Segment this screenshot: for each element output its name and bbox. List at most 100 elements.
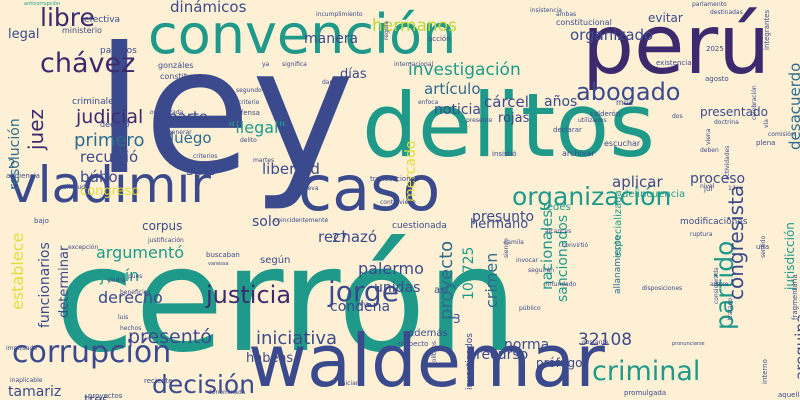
cloud-word: ley xyxy=(95,11,355,214)
cloud-word: contraviene xyxy=(380,199,416,206)
cloud-word: tratado xyxy=(727,297,734,320)
cloud-word: dinámicos xyxy=(170,0,247,16)
cloud-word: doctrina xyxy=(714,119,739,126)
cloud-word: palermo xyxy=(358,259,424,278)
cloud-word: proceso xyxy=(690,171,746,187)
cloud-word: audiencia xyxy=(6,172,40,180)
cloud-word: condena xyxy=(330,299,391,315)
cloud-word: 12 xyxy=(728,185,736,192)
cloud-word: según xyxy=(260,255,291,266)
cloud-word: años xyxy=(544,94,578,110)
cloud-word: manera xyxy=(304,31,359,47)
cloud-word: significa xyxy=(282,61,307,68)
cloud-word: presente xyxy=(466,117,493,124)
cloud-word: generar xyxy=(168,129,192,136)
cloud-word: nacionales xyxy=(538,209,556,290)
cloud-word: escuchar xyxy=(604,139,641,148)
cloud-word: abogado xyxy=(576,78,681,106)
cloud-word: dos xyxy=(672,113,683,120)
cloud-word: modificaciones xyxy=(680,217,748,227)
cloud-word: evitar xyxy=(648,11,683,25)
cloud-word: rechazó xyxy=(318,228,378,246)
cloud-word: así xyxy=(434,285,449,296)
cloud-word: actividades xyxy=(724,145,731,180)
cloud-word: comisión xyxy=(768,131,795,138)
cloud-word: constituyen xyxy=(160,72,207,81)
cloud-word: chávez xyxy=(40,48,136,79)
cloud-word: público xyxy=(519,305,541,312)
cloud-word: especializada xyxy=(613,190,624,258)
cloud-word: pronunciarse xyxy=(672,341,705,347)
cloud-word: iniciativa xyxy=(256,328,338,349)
cloud-word: infundado xyxy=(546,281,577,288)
cloud-word: integrantes xyxy=(763,9,771,50)
cloud-word: delincuencia xyxy=(622,189,686,200)
cloud-word: hermanos xyxy=(372,16,457,36)
cloud-word: prófugo xyxy=(536,356,583,370)
cloud-word: beneficios xyxy=(120,289,151,296)
cloud-word: incumplimiento xyxy=(316,11,363,18)
cloud-word: presentó xyxy=(128,326,212,348)
cloud-word: waldemar xyxy=(248,319,605,400)
cloud-word: justicia xyxy=(206,281,292,309)
cloud-word: justificación xyxy=(148,237,184,244)
cloud-word: políticos xyxy=(431,341,438,366)
cloud-word: acción xyxy=(428,35,451,43)
cloud-word: delitos xyxy=(362,74,656,177)
cloud-word: congresista xyxy=(724,184,748,300)
cloud-word: parlamento xyxy=(692,1,727,8)
cloud-word: arequipa xyxy=(792,313,800,380)
cloud-word: noticia xyxy=(434,102,481,118)
cloud-word: defensa xyxy=(232,109,260,117)
cloud-word: vanessa xyxy=(208,261,229,267)
cloud-word: podrá xyxy=(108,277,126,284)
cloud-word: declaró xyxy=(100,120,130,129)
cloud-word: recurrió xyxy=(80,148,139,166)
cloud-word: luego xyxy=(170,129,212,147)
cloud-word: búho xyxy=(80,168,118,186)
cloud-word: tres xyxy=(84,394,109,400)
cloud-word: jul xyxy=(704,185,713,193)
cloud-word: insistió xyxy=(492,150,517,158)
cloud-word: presunto xyxy=(472,209,535,225)
cloud-word: perú xyxy=(582,0,771,93)
cloud-word: criterios xyxy=(193,153,218,160)
cloud-word: 27 xyxy=(332,231,348,245)
cloud-word: solicitud xyxy=(60,184,86,191)
cloud-word: decisión xyxy=(152,370,256,399)
cloud-word: argumentó xyxy=(96,243,185,262)
cloud-word: coincidentemente xyxy=(274,217,329,224)
cloud-word: reciente xyxy=(144,377,173,385)
cloud-word: aquellas xyxy=(778,391,800,399)
cloud-word: norma xyxy=(504,337,550,353)
cloud-word: primero xyxy=(74,130,145,151)
cloud-word: nueva xyxy=(300,185,319,192)
cloud-word: criminales xyxy=(72,97,119,107)
cloud-word: viena xyxy=(705,128,712,145)
cloud-word: tamariz xyxy=(8,384,62,400)
cloud-word: derecho xyxy=(98,288,163,307)
cloud-word: unidas xyxy=(374,280,421,296)
cloud-word: deben xyxy=(700,147,719,154)
cloud-word: 3 xyxy=(453,312,461,326)
cloud-word: juez xyxy=(24,108,48,150)
cloud-word: presentado xyxy=(700,105,768,119)
cloud-word: insistencia xyxy=(530,7,562,14)
cloud-word: constitucional xyxy=(556,18,612,27)
cloud-word: cárcel xyxy=(484,93,529,111)
cloud-word: convención xyxy=(148,3,457,66)
cloud-word: "ilegal" xyxy=(228,118,286,137)
cloud-word: aplicar xyxy=(612,173,663,191)
cloud-word: corpus xyxy=(142,219,183,233)
cloud-word: cuestionada xyxy=(392,221,447,231)
cloud-word: iniciar xyxy=(340,380,359,387)
cloud-word: investigados xyxy=(465,333,475,390)
cloud-word: fragmentaria xyxy=(791,274,799,320)
cloud-word: celebración xyxy=(751,85,758,120)
cloud-word: buscaban xyxy=(206,251,240,259)
cloud-word: 32108 xyxy=(578,330,633,350)
cloud-word: considerada xyxy=(713,267,720,304)
cloud-word: declarar xyxy=(553,126,582,134)
cloud-word: organizada xyxy=(150,109,184,116)
